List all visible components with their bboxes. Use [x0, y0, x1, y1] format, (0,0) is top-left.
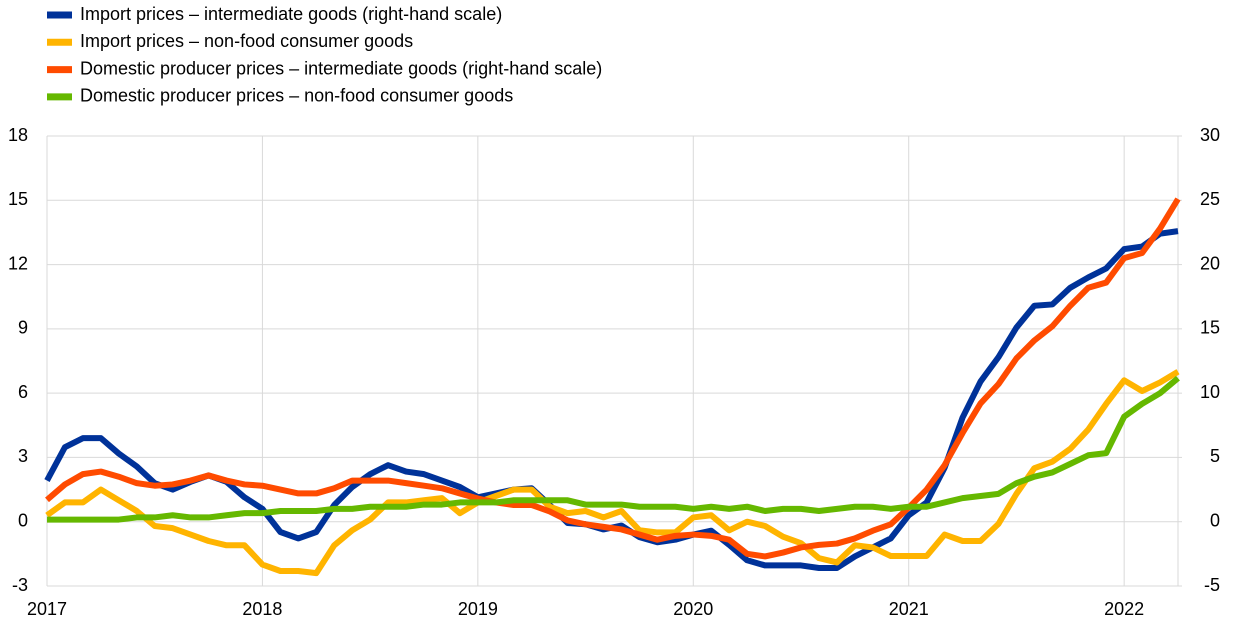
y-tick-label: 0 — [18, 510, 28, 530]
y-tick-label: 15 — [8, 189, 28, 209]
y2-tick-label: 5 — [1210, 446, 1220, 466]
y2-tick-label: 0 — [1210, 510, 1220, 530]
series-line — [47, 375, 1180, 523]
y2-tick-label: 15 — [1200, 318, 1220, 338]
legend-label: Import prices – intermediate goods (righ… — [80, 4, 502, 24]
x-tick-label: 2021 — [889, 599, 929, 619]
y2-tick-label: 25 — [1200, 189, 1220, 209]
y-tick-label: 18 — [8, 125, 28, 145]
legend-label: Domestic producer prices – intermediate … — [80, 58, 602, 78]
series-line — [45, 369, 1180, 577]
y2-tick-label: 20 — [1200, 253, 1220, 273]
x-tick-label: 2018 — [242, 599, 282, 619]
y2-tick-label: 10 — [1200, 382, 1220, 402]
y-tick-label: 3 — [18, 446, 28, 466]
y-tick-label: -3 — [12, 575, 28, 595]
y-tick-label: 12 — [8, 253, 28, 273]
x-tick-label: 2020 — [673, 599, 713, 619]
x-tick-label: 2017 — [27, 599, 67, 619]
x-tick-label: 2022 — [1104, 599, 1144, 619]
legend-label: Import prices – non-food consumer goods — [80, 31, 413, 51]
y2-tick-label: 30 — [1200, 125, 1220, 145]
y-tick-label: 6 — [18, 382, 28, 402]
series-line — [45, 197, 1181, 560]
y2-tick-label: -5 — [1204, 575, 1220, 595]
x-tick-label: 2019 — [458, 599, 498, 619]
y-tick-label: 9 — [18, 318, 28, 338]
legend-label: Domestic producer prices – non-food cons… — [80, 86, 513, 106]
